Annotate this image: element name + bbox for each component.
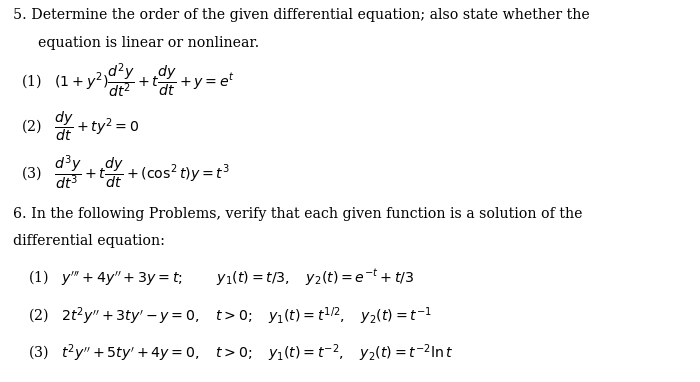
Text: 6. In the following Problems, verify that each given function is a solution of t: 6. In the following Problems, verify tha… <box>13 207 582 221</box>
Text: (2)   $\dfrac{dy}{dt} + ty^2 = 0$: (2) $\dfrac{dy}{dt} + ty^2 = 0$ <box>21 109 139 143</box>
Text: (1)   $y''' + 4y'' + 3y = t;$       $y_1(t) = t/3, \quad y_2(t) = e^{-t} + t/3$: (1) $y''' + 4y'' + 3y = t;$ $y_1(t) = t/… <box>28 268 414 288</box>
Text: differential equation:: differential equation: <box>13 235 164 248</box>
Text: (1)   $(1+y^2)\dfrac{d^2y}{dt^2} + t\dfrac{dy}{dt} + y = e^t$: (1) $(1+y^2)\dfrac{d^2y}{dt^2} + t\dfrac… <box>21 61 235 100</box>
Text: equation is linear or nonlinear.: equation is linear or nonlinear. <box>38 36 260 50</box>
Text: (3)   $\dfrac{d^3y}{dt^3} + t\dfrac{dy}{dt} + (\cos^2 t)y = t^3$: (3) $\dfrac{d^3y}{dt^3} + t\dfrac{dy}{dt… <box>21 153 230 192</box>
Text: 5. Determine the order of the given differential equation; also state whether th: 5. Determine the order of the given diff… <box>13 8 589 22</box>
Text: (2)   $2t^2y'' + 3ty' - y = 0, \quad t > 0;$   $y_1(t) = t^{1/2}, \quad y_2(t) =: (2) $2t^2y'' + 3ty' - y = 0, \quad t > 0… <box>28 306 432 327</box>
Text: (3)   $t^2y'' + 5ty' + 4y = 0, \quad t > 0;$   $y_1(t) = t^{-2}, \quad y_2(t) = : (3) $t^2y'' + 5ty' + 4y = 0, \quad t > 0… <box>28 343 454 364</box>
